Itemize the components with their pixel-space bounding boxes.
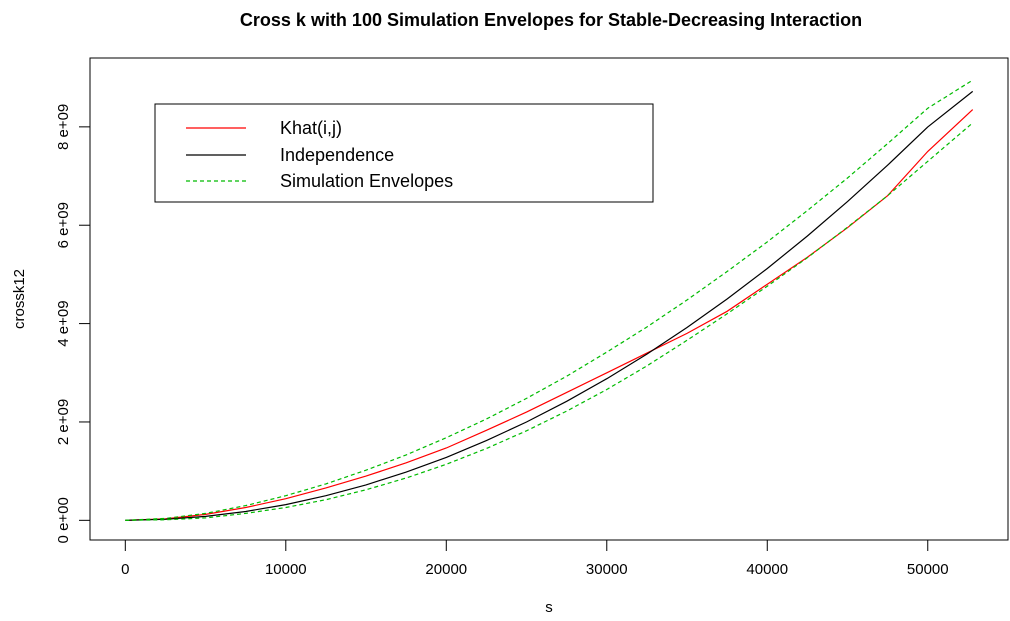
- legend-box: [154, 103, 654, 203]
- y-tick-label: 6 e+09: [55, 202, 72, 248]
- y-tick-label: 2 e+09: [55, 399, 72, 445]
- series-lines: [125, 79, 974, 521]
- legend-label: Independence: [280, 145, 394, 165]
- legend-label: Khat(i,j): [280, 118, 342, 138]
- x-axis: 0 10000 20000 30000 40000 50000: [121, 539, 949, 578]
- x-tick-label: 40000: [746, 561, 788, 578]
- series-line-3: [125, 79, 974, 521]
- x-tick-label: 50000: [907, 561, 949, 578]
- y-tick-label: 8 e+09: [55, 104, 72, 150]
- y-tick-label: 0 e+00: [55, 497, 72, 543]
- x-axis-label: s: [545, 599, 553, 616]
- legend: Khat(i,j) Independence Simulation Envelope…: [154, 103, 654, 203]
- x-tick-label: 30000: [586, 561, 628, 578]
- series-line-2: [125, 90, 974, 521]
- x-tick-label: 20000: [425, 561, 467, 578]
- y-tick-label: 4 e+09: [55, 300, 72, 346]
- legend-label: Simulation Envelopes: [280, 171, 453, 191]
- y-axis-label: crossk12: [11, 269, 28, 329]
- x-tick-label: 0: [121, 561, 129, 578]
- y-axis: 0 e+00 2 e+09 4 e+09 6 e+09 8 e+09: [55, 104, 91, 543]
- x-tick-label: 10000: [265, 561, 307, 578]
- chart-title: Cross k with 100 Simulation Envelopes fo…: [240, 10, 862, 30]
- series-line-4: [125, 122, 974, 521]
